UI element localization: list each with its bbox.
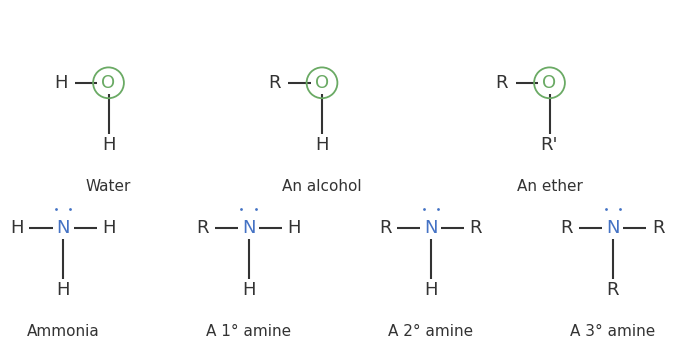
Text: R: R xyxy=(496,74,508,92)
Text: H: H xyxy=(102,219,116,237)
Text: N: N xyxy=(606,219,620,237)
Text: R: R xyxy=(197,219,209,237)
Text: H: H xyxy=(424,281,438,299)
Text: H: H xyxy=(287,219,301,237)
Text: An ether: An ether xyxy=(517,179,582,194)
Text: Ammonia: Ammonia xyxy=(27,324,99,339)
Text: H: H xyxy=(315,136,329,154)
Text: O: O xyxy=(102,74,116,92)
Text: R: R xyxy=(652,219,664,237)
Text: H: H xyxy=(56,281,70,299)
Text: R: R xyxy=(268,74,281,92)
Text: N: N xyxy=(424,219,438,237)
Text: Water: Water xyxy=(86,179,131,194)
Text: N: N xyxy=(56,219,70,237)
Text: H: H xyxy=(241,281,255,299)
Text: R: R xyxy=(561,219,573,237)
Text: A 2° amine: A 2° amine xyxy=(388,324,473,339)
Text: An alcohol: An alcohol xyxy=(282,179,362,194)
Text: O: O xyxy=(542,74,556,92)
Text: R': R' xyxy=(540,136,559,154)
Text: A 1° amine: A 1° amine xyxy=(206,324,291,339)
Text: R: R xyxy=(470,219,482,237)
Text: R: R xyxy=(379,219,391,237)
Text: A 3° amine: A 3° amine xyxy=(570,324,655,339)
Text: H: H xyxy=(10,219,25,237)
Text: O: O xyxy=(315,74,329,92)
Text: R: R xyxy=(606,281,619,299)
Text: H: H xyxy=(102,136,116,154)
Text: N: N xyxy=(241,219,255,237)
Text: H: H xyxy=(54,74,68,92)
